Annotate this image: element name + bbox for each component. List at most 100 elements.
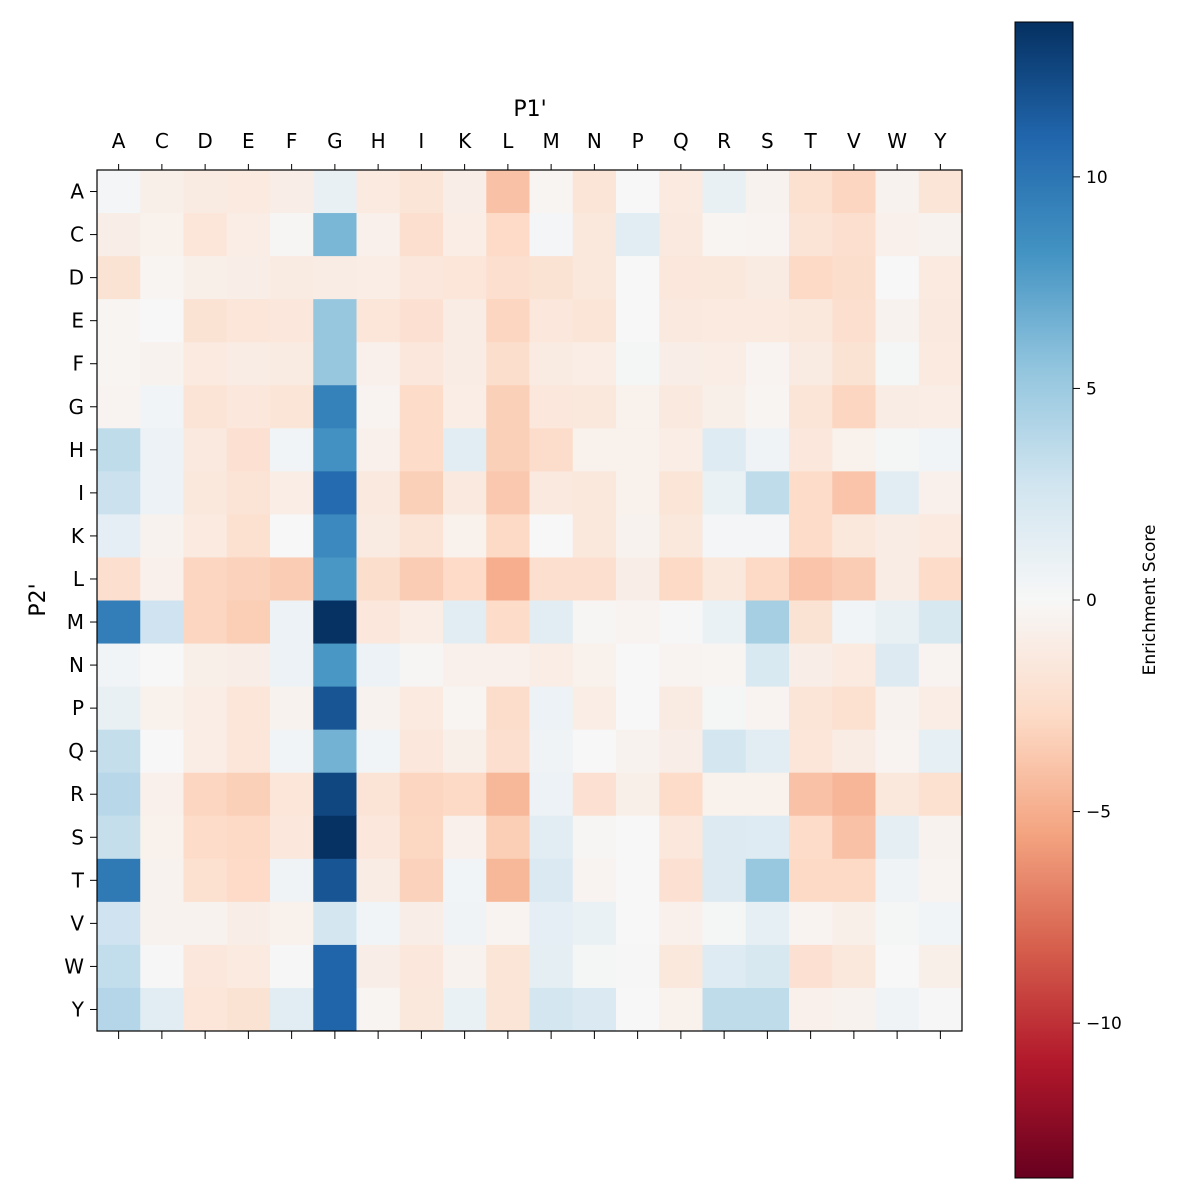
heatmap-cell <box>572 342 617 386</box>
x-tick-label: G <box>327 129 343 153</box>
heatmap-cell <box>529 643 574 688</box>
heatmap-cell <box>702 299 747 343</box>
heatmap-cell <box>313 858 357 903</box>
heatmap-cell <box>183 987 228 1032</box>
heatmap-cell <box>659 901 703 946</box>
heatmap-cell <box>399 858 444 903</box>
heatmap-cell <box>97 428 141 472</box>
heatmap-cell <box>832 170 876 214</box>
heatmap-cell <box>702 428 747 472</box>
heatmap-cell <box>616 772 660 817</box>
colorbar-tick-label: 0 <box>1086 591 1097 611</box>
heatmap-cell <box>97 256 141 300</box>
heatmap-cell <box>832 643 876 688</box>
heatmap-cell <box>702 557 747 601</box>
heatmap-cell <box>789 643 833 688</box>
heatmap-cell <box>443 944 487 989</box>
heatmap-cell <box>789 944 833 989</box>
heatmap-cell <box>226 299 271 343</box>
y-tick-label: N <box>69 653 84 677</box>
heatmap-cell <box>97 342 141 386</box>
y-tick-label: E <box>71 309 84 333</box>
heatmap-cell <box>745 987 790 1032</box>
y-tick-label: M <box>67 610 84 634</box>
heatmap-cell <box>183 858 228 903</box>
heatmap-cell <box>529 170 574 214</box>
heatmap-cell <box>443 600 487 645</box>
heatmap-cell <box>356 987 401 1032</box>
heatmap-cell <box>702 772 747 817</box>
heatmap-cell <box>918 944 963 989</box>
heatmap-cell <box>832 557 876 601</box>
heatmap-cell <box>875 858 920 903</box>
heatmap-cell <box>183 428 228 472</box>
heatmap-cell <box>789 428 833 472</box>
heatmap-cell <box>789 256 833 300</box>
x-tick-label: T <box>804 129 818 153</box>
y-tick-label: D <box>69 266 84 290</box>
heatmap-cell <box>745 256 790 300</box>
y-tick-label: T <box>71 868 85 892</box>
heatmap-cell <box>572 858 617 903</box>
heatmap-cell <box>875 471 920 515</box>
heatmap-cell <box>745 385 790 429</box>
y-tick-label: P <box>72 696 84 720</box>
heatmap-cell <box>356 901 401 946</box>
colorbar-tick-label: 10 <box>1086 168 1108 188</box>
heatmap-cell <box>918 342 963 386</box>
heatmap-cell <box>399 600 444 645</box>
heatmap-cell <box>832 729 876 774</box>
heatmap-cell <box>270 858 314 903</box>
heatmap-cell <box>745 342 790 386</box>
heatmap-cell <box>875 342 920 386</box>
colorbar-tick-label: −5 <box>1086 803 1111 823</box>
heatmap-cell <box>356 471 401 515</box>
heatmap-cell <box>356 686 401 731</box>
heatmap-cell <box>572 772 617 817</box>
heatmap-cell <box>529 901 574 946</box>
colorbar-ticks: 10 5 0 −5 −10 <box>1073 168 1122 1034</box>
heatmap-cell <box>702 342 747 386</box>
heatmap-cell <box>616 299 660 343</box>
heatmap-cell <box>918 428 963 472</box>
heatmap-cell <box>97 729 141 774</box>
heatmap-cell <box>616 643 660 688</box>
heatmap-cell <box>140 729 184 774</box>
heatmap-cell <box>313 815 357 860</box>
heatmap-cell <box>832 944 876 989</box>
heatmap-cell <box>140 944 184 989</box>
heatmap-cell <box>356 557 401 601</box>
heatmap-cell <box>443 987 487 1032</box>
heatmap-cell <box>270 342 314 386</box>
heatmap-cell <box>745 299 790 343</box>
heatmap-cell <box>572 815 617 860</box>
heatmap-cell <box>702 729 747 774</box>
heatmap-cell <box>529 858 574 903</box>
heatmap-cell <box>97 987 141 1032</box>
heatmap-cell <box>702 514 747 558</box>
heatmap-cell <box>832 256 876 300</box>
heatmap-cell <box>789 858 833 903</box>
heatmap-cell <box>789 299 833 343</box>
heatmap-cell <box>183 256 228 300</box>
y-tick-label: S <box>71 825 84 849</box>
heatmap-cell <box>399 686 444 731</box>
heatmap-cell <box>918 643 963 688</box>
heatmap-cell <box>616 256 660 300</box>
heatmap-cell <box>789 170 833 214</box>
x-tick-label: Q <box>673 129 689 153</box>
heatmap-cell <box>226 256 271 300</box>
heatmap-cell <box>832 213 876 257</box>
x-tick-label: H <box>371 129 386 153</box>
heatmap-cell <box>443 428 487 472</box>
heatmap-cell <box>745 600 790 645</box>
heatmap-cell <box>313 600 357 645</box>
colorbar-label: Enrichment Score <box>1140 525 1160 676</box>
y-tick-label: K <box>71 524 85 548</box>
heatmap-cell <box>140 815 184 860</box>
heatmap-cell <box>789 815 833 860</box>
heatmap-cell <box>313 299 357 343</box>
heatmap-cell <box>486 815 530 860</box>
heatmap-cell <box>97 944 141 989</box>
